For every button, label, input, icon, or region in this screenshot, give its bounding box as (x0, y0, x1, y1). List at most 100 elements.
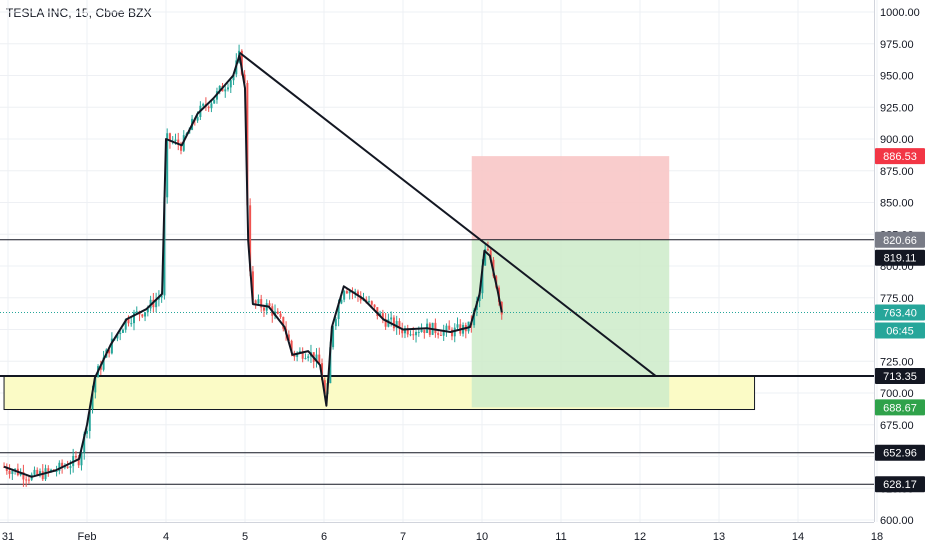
candle-body (390, 317, 393, 320)
grid (0, 0, 878, 522)
price-badge-text-countdown: 06:45 (886, 325, 914, 337)
price-badges: 886.53 820.66 819.11 763.40 06:45 713.35 688.6… (875, 148, 925, 493)
candle-body (119, 332, 122, 335)
price-badge-text-current: 819.11 (884, 253, 917, 265)
price-tick-label: 775.00 (880, 293, 914, 305)
price-badge-current (875, 249, 925, 266)
candle-body (50, 469, 53, 472)
time-tick-label: 6 (321, 531, 327, 543)
price-badge-text-target: 688.67 (883, 402, 917, 414)
candle-body (415, 332, 418, 336)
candle-body (373, 304, 376, 308)
candle-body (489, 250, 492, 260)
candle-body (141, 314, 144, 317)
candle-body (144, 312, 147, 317)
candle-body (196, 116, 199, 121)
candle-body (254, 300, 257, 304)
time-tick-label: 13 (713, 531, 725, 543)
candle-body (318, 354, 321, 364)
candle-body (135, 311, 138, 313)
candle-body (58, 462, 61, 472)
candle-body (110, 338, 113, 354)
candle-body (80, 452, 83, 466)
candle-body (282, 316, 285, 329)
candle-body (323, 380, 326, 394)
candle-body (398, 321, 401, 329)
candle-body (356, 291, 359, 296)
candle-body (63, 466, 66, 468)
candle-body (249, 205, 252, 272)
candle-body (213, 99, 216, 104)
candle-body (262, 307, 265, 311)
candle-body (387, 319, 390, 327)
candle-body (481, 265, 484, 294)
candle-body (229, 80, 232, 88)
price-tick-label: 875.00 (880, 166, 914, 178)
candle-body (260, 299, 263, 308)
price-badge-text-level_2: 652.96 (883, 448, 917, 460)
zones (3, 156, 756, 411)
stop-loss-zone (471, 156, 670, 240)
candle-body (340, 299, 343, 304)
candle-body (445, 325, 448, 331)
price-tick-label: 675.00 (880, 420, 914, 432)
price-badge-text-level_3: 628.17 (883, 479, 917, 491)
time-tick-label: 5 (242, 531, 248, 543)
candle-body (307, 356, 310, 359)
candle-body (368, 301, 371, 303)
price-badge-stop (875, 148, 925, 165)
candle-body (243, 74, 246, 83)
candle-body (304, 358, 307, 360)
candle-body (290, 340, 293, 353)
candle-body (381, 313, 384, 319)
candle-body (99, 366, 102, 370)
time-tick-label: Feb (78, 531, 97, 543)
price-tick-label: 1000.00 (880, 7, 920, 19)
price-badge-entry (875, 231, 925, 248)
price-tick-label: 925.00 (880, 102, 914, 114)
candle-body (86, 431, 88, 434)
candle-body (420, 329, 423, 332)
candle-body (406, 328, 409, 335)
candle-body (116, 334, 119, 339)
candle-body (25, 479, 28, 481)
candle-body (434, 322, 437, 334)
time-tick-label: 18 (871, 531, 883, 543)
candle-body (276, 311, 279, 314)
candle-body (177, 139, 180, 145)
candle-body (403, 328, 406, 334)
candle-body (224, 89, 227, 92)
candle-body (22, 471, 25, 480)
take-profit-zone (471, 239, 670, 408)
time-tick-label: 14 (792, 531, 804, 543)
candle-body (453, 327, 456, 337)
price-badge-target (875, 399, 925, 416)
candle-body (157, 297, 160, 300)
candle-body (130, 323, 133, 325)
candle-body (77, 457, 80, 466)
candle-body (38, 471, 41, 475)
candle-body (124, 319, 127, 330)
candle-body (160, 295, 163, 298)
price-tick-label: 975.00 (880, 39, 914, 51)
candle-body (354, 291, 357, 293)
candle-body (450, 329, 453, 337)
candle-body (417, 331, 420, 333)
candle-body (251, 271, 254, 301)
candle-body (240, 50, 243, 75)
candle-body (121, 329, 124, 333)
candle-body (334, 319, 337, 327)
price-tick-label: 600.00 (880, 515, 914, 527)
candle-body (69, 466, 72, 468)
candle-body (409, 334, 412, 336)
candle-body (163, 197, 166, 296)
candle-body (102, 357, 105, 370)
price-badge-level_3 (875, 476, 925, 493)
candle-body (279, 313, 282, 317)
candle-body (91, 392, 94, 410)
candle-body (108, 349, 111, 354)
candle-body (376, 307, 379, 316)
price-badge-countdown (875, 322, 925, 339)
candle-body (437, 333, 440, 335)
